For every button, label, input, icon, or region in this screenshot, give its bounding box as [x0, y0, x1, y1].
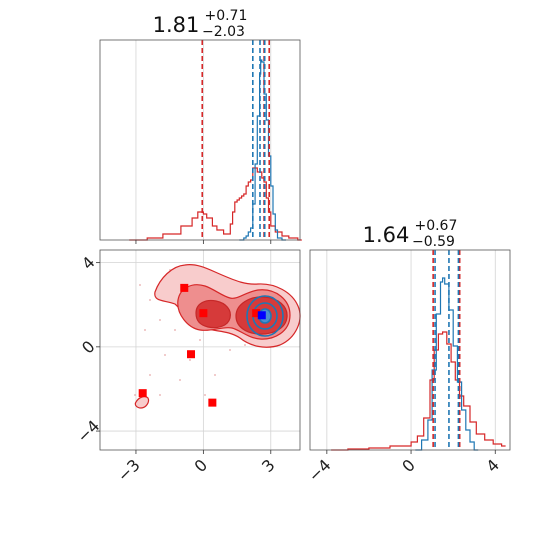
marginal-1-hist-red [129, 167, 302, 241]
joint-xtick-label-0: −3 [114, 455, 144, 485]
marginal-1-title-upper: +0.71 [204, 8, 247, 24]
marginal-1-ticks [135, 240, 272, 244]
red-marker-4 [208, 398, 217, 407]
marginal-1-hist-blue [239, 59, 286, 241]
marginal-1-frame [99, 39, 301, 241]
marginal-2-xtick-label-0: −4 [305, 455, 335, 485]
panel-marginal-param-1: 1.81 +0.71 −2.03 [99, 8, 302, 244]
joint-grid [100, 250, 300, 450]
marginal-1-title: 1.81 +0.71 [153, 8, 248, 37]
panel-joint-density: −3 0 3 −4 0 4 [73, 249, 301, 486]
contour-inner-left [195, 299, 231, 329]
marginal-2-xtick-label-2: 4 [482, 455, 503, 476]
red-marker-1 [199, 309, 208, 318]
marginal-2-histograms [331, 277, 506, 451]
blue-marker [257, 311, 266, 320]
marginal-1-quantile-lines [201, 40, 271, 240]
marginal-2-hist-blue [415, 277, 479, 451]
joint-ytick-label-2: 4 [78, 253, 99, 274]
marginal-2-title-upper: +0.67 [414, 218, 457, 234]
marginal-1-grid [135, 40, 272, 240]
joint-frame [99, 249, 301, 451]
marginal-2-grid [326, 250, 496, 450]
marginal-1-title-lower: −2.03 [202, 24, 245, 40]
marginal-2-frame [309, 249, 511, 451]
marginal-2-hist-red [331, 331, 506, 451]
joint-ytick-label-1: 0 [78, 337, 99, 358]
marginal-2-ticks: −4 0 4 [305, 450, 503, 486]
panel-marginal-param-2: −4 0 4 1.64 +0.67 −0.59 [305, 218, 511, 486]
joint-xtick-label-2: 3 [258, 455, 279, 476]
marginal-2-xtick-label-1: 0 [398, 455, 419, 476]
joint-contours [134, 264, 301, 409]
red-marker-3 [138, 389, 147, 398]
contour-small-left [134, 396, 150, 409]
marginal-1-title-value: 1.81 [153, 13, 200, 37]
joint-ytick-label-0: −4 [73, 416, 103, 446]
marginal-2-title-value: 1.64 [363, 223, 410, 247]
marginal-1-histograms [129, 59, 302, 241]
joint-scatter-points [134, 269, 246, 396]
joint-xtick-label-1: 0 [191, 455, 212, 476]
blue-contour-outer [246, 295, 284, 337]
joint-markers [138, 283, 266, 407]
red-marker-0 [180, 283, 189, 292]
marginal-2-title-lower: −0.59 [412, 234, 455, 250]
marginal-2-quantile-lines [432, 250, 461, 450]
red-marker-5 [252, 309, 261, 318]
marginal-2-title: 1.64 +0.67 [363, 218, 458, 247]
red-marker-2 [187, 350, 196, 359]
